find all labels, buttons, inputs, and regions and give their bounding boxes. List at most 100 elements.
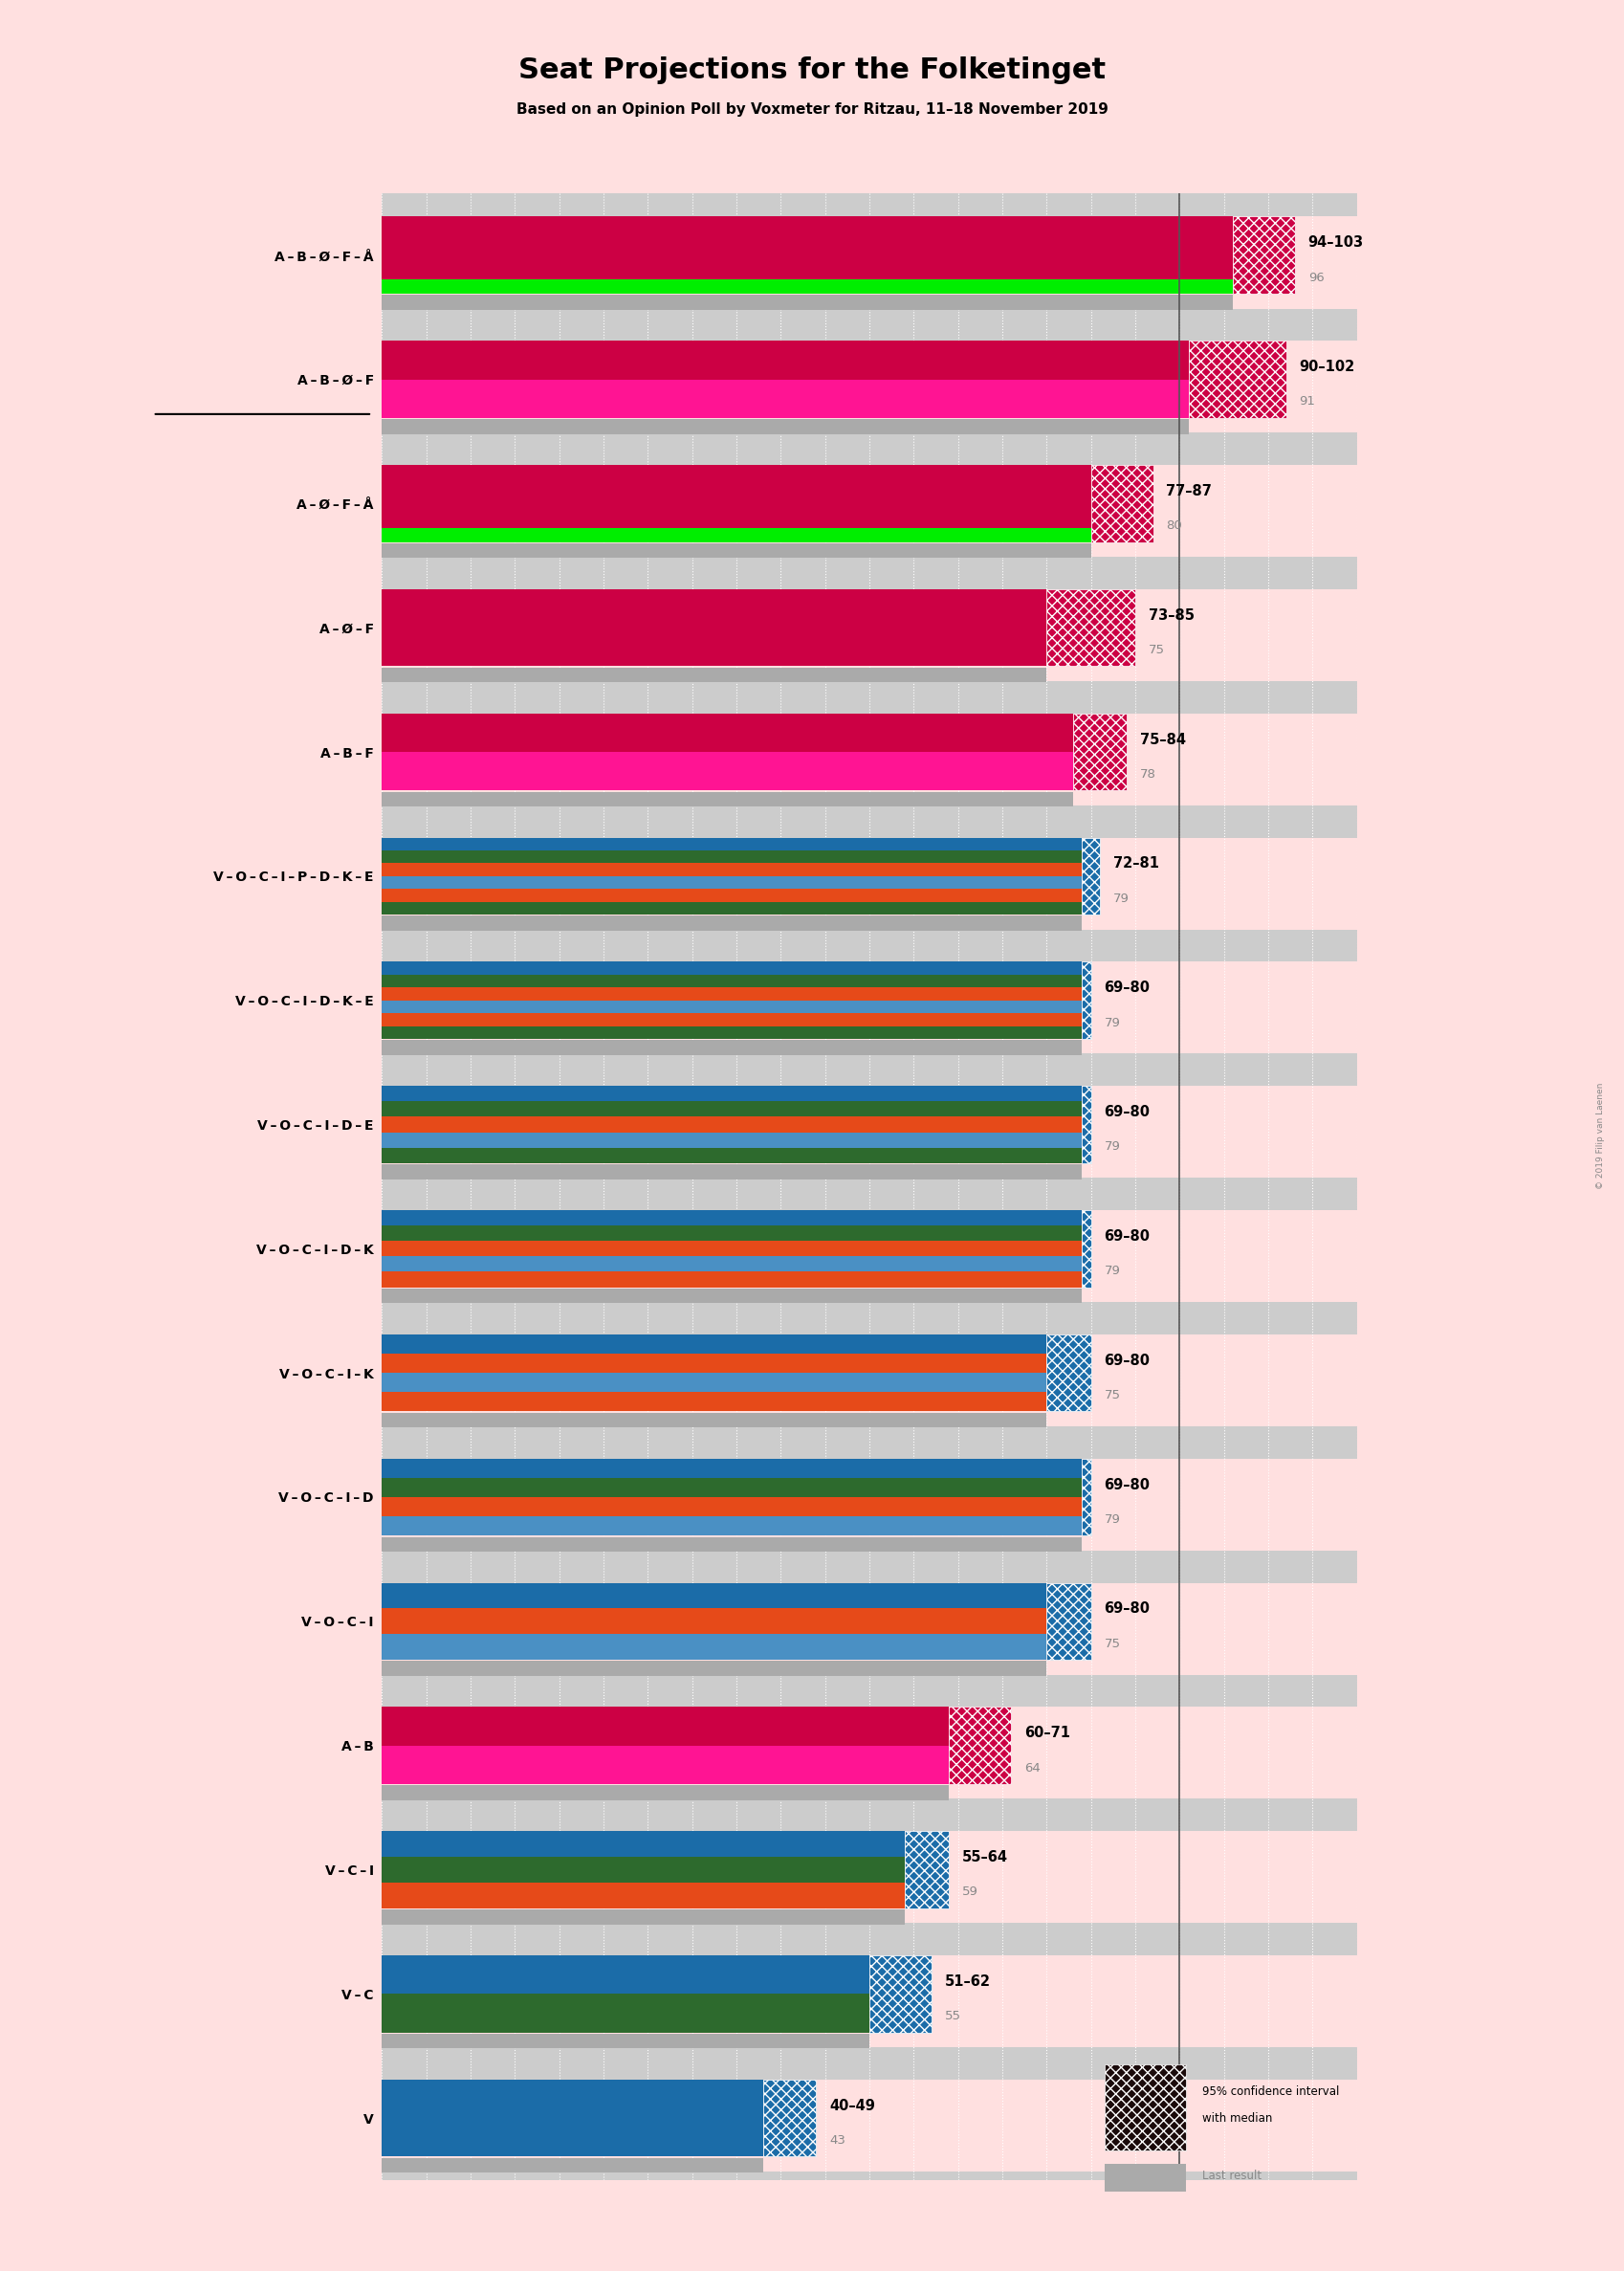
Text: © 2019 Filip van Laenen: © 2019 Filip van Laenen: [1595, 1083, 1605, 1188]
Bar: [869, 1955, 931, 2033]
Bar: [382, 1955, 869, 1994]
Bar: [382, 1808, 1356, 1933]
Text: 69–80: 69–80: [1104, 1601, 1150, 1617]
Text: with median: with median: [1202, 2112, 1272, 2126]
Bar: [382, 813, 1356, 938]
Bar: [382, 938, 1356, 1063]
Bar: [1046, 1583, 1090, 1660]
Bar: [382, 1185, 1356, 1310]
Bar: [382, 1413, 1046, 1428]
Bar: [382, 1933, 1356, 1955]
Bar: [382, 420, 1187, 434]
Text: 77–87: 77–87: [1166, 484, 1212, 497]
Bar: [382, 1147, 1082, 1163]
Bar: [382, 1301, 1356, 1310]
Bar: [382, 1517, 1082, 1535]
Text: 79: 79: [1104, 1512, 1119, 1526]
Bar: [382, 565, 1356, 588]
Bar: [382, 963, 1082, 974]
Text: 96: 96: [1307, 270, 1324, 284]
Bar: [1082, 1086, 1090, 1163]
Bar: [382, 318, 1356, 441]
Text: 75–84: 75–84: [1138, 731, 1186, 747]
Bar: [382, 1272, 1082, 1288]
Bar: [382, 1924, 1356, 1933]
Bar: [382, 999, 1082, 1013]
Text: Seat Projections for the Folketinget: Seat Projections for the Folketinget: [518, 57, 1106, 84]
Text: 51–62: 51–62: [944, 1973, 991, 1989]
Bar: [382, 1458, 1082, 1478]
Bar: [763, 2080, 815, 2157]
Bar: [1072, 713, 1125, 790]
Bar: [382, 1226, 1082, 1240]
Bar: [382, 915, 1082, 931]
Bar: [382, 877, 1082, 888]
Bar: [382, 1660, 1046, 1676]
Bar: [382, 1256, 1082, 1272]
Bar: [382, 1560, 1356, 1683]
Bar: [382, 1101, 1082, 1117]
Text: 94–103: 94–103: [1307, 236, 1363, 250]
Bar: [382, 309, 1356, 318]
Bar: [1082, 838, 1099, 915]
Bar: [382, 1013, 1082, 1026]
Bar: [382, 1746, 948, 1785]
Bar: [382, 588, 1046, 665]
Bar: [382, 713, 1072, 752]
Bar: [382, 193, 1356, 216]
Bar: [382, 681, 1356, 690]
Bar: [382, 752, 1072, 790]
Bar: [382, 1635, 1046, 1660]
Text: 60–71: 60–71: [1023, 1726, 1070, 1740]
Bar: [382, 1785, 948, 1801]
Bar: [1082, 1210, 1090, 1288]
Bar: [382, 1883, 905, 1908]
Bar: [382, 1335, 1046, 1354]
Bar: [382, 1086, 1082, 1101]
Text: 69–80: 69–80: [1104, 1354, 1150, 1367]
Text: 79: 79: [1104, 1017, 1119, 1029]
Bar: [382, 1310, 1356, 1335]
Text: 43: 43: [828, 2135, 844, 2146]
Bar: [1187, 341, 1285, 418]
Bar: [382, 529, 1090, 543]
Bar: [382, 1674, 1356, 1683]
Bar: [382, 838, 1082, 849]
Bar: [382, 441, 1356, 466]
Bar: [382, 341, 1187, 379]
Text: 75: 75: [1148, 645, 1164, 656]
Bar: [382, 434, 1356, 441]
Text: 55–64: 55–64: [961, 1851, 1009, 1864]
Bar: [382, 1799, 1356, 1808]
Bar: [382, 1117, 1082, 1133]
Bar: [382, 1560, 1356, 1583]
Bar: [948, 1708, 1010, 1785]
Bar: [382, 1063, 1356, 1185]
Text: 95% confidence interval: 95% confidence interval: [1202, 2085, 1338, 2098]
Bar: [1090, 466, 1153, 543]
Bar: [382, 690, 1356, 713]
Bar: [382, 1133, 1082, 1147]
Text: Last result: Last result: [1202, 2169, 1262, 2182]
Bar: [382, 565, 1356, 690]
Bar: [382, 1551, 1356, 1560]
Text: 69–80: 69–80: [1104, 981, 1150, 995]
Text: 79: 79: [1104, 1140, 1119, 1154]
Bar: [382, 279, 1233, 293]
Bar: [382, 1185, 1356, 1210]
Text: 59: 59: [961, 1885, 978, 1899]
Bar: [382, 318, 1356, 341]
Bar: [382, 1537, 1082, 1551]
Bar: [382, 379, 1187, 418]
Bar: [1082, 963, 1090, 1038]
Text: 79: 79: [1104, 1265, 1119, 1276]
Bar: [382, 2055, 1356, 2180]
Bar: [382, 988, 1082, 999]
Bar: [382, 1210, 1082, 1226]
Bar: [382, 1392, 1046, 1410]
Text: 69–80: 69–80: [1104, 1478, 1150, 1492]
Bar: [382, 849, 1082, 863]
Text: 75: 75: [1104, 1390, 1121, 1401]
Bar: [382, 974, 1082, 988]
Bar: [1082, 1458, 1090, 1535]
